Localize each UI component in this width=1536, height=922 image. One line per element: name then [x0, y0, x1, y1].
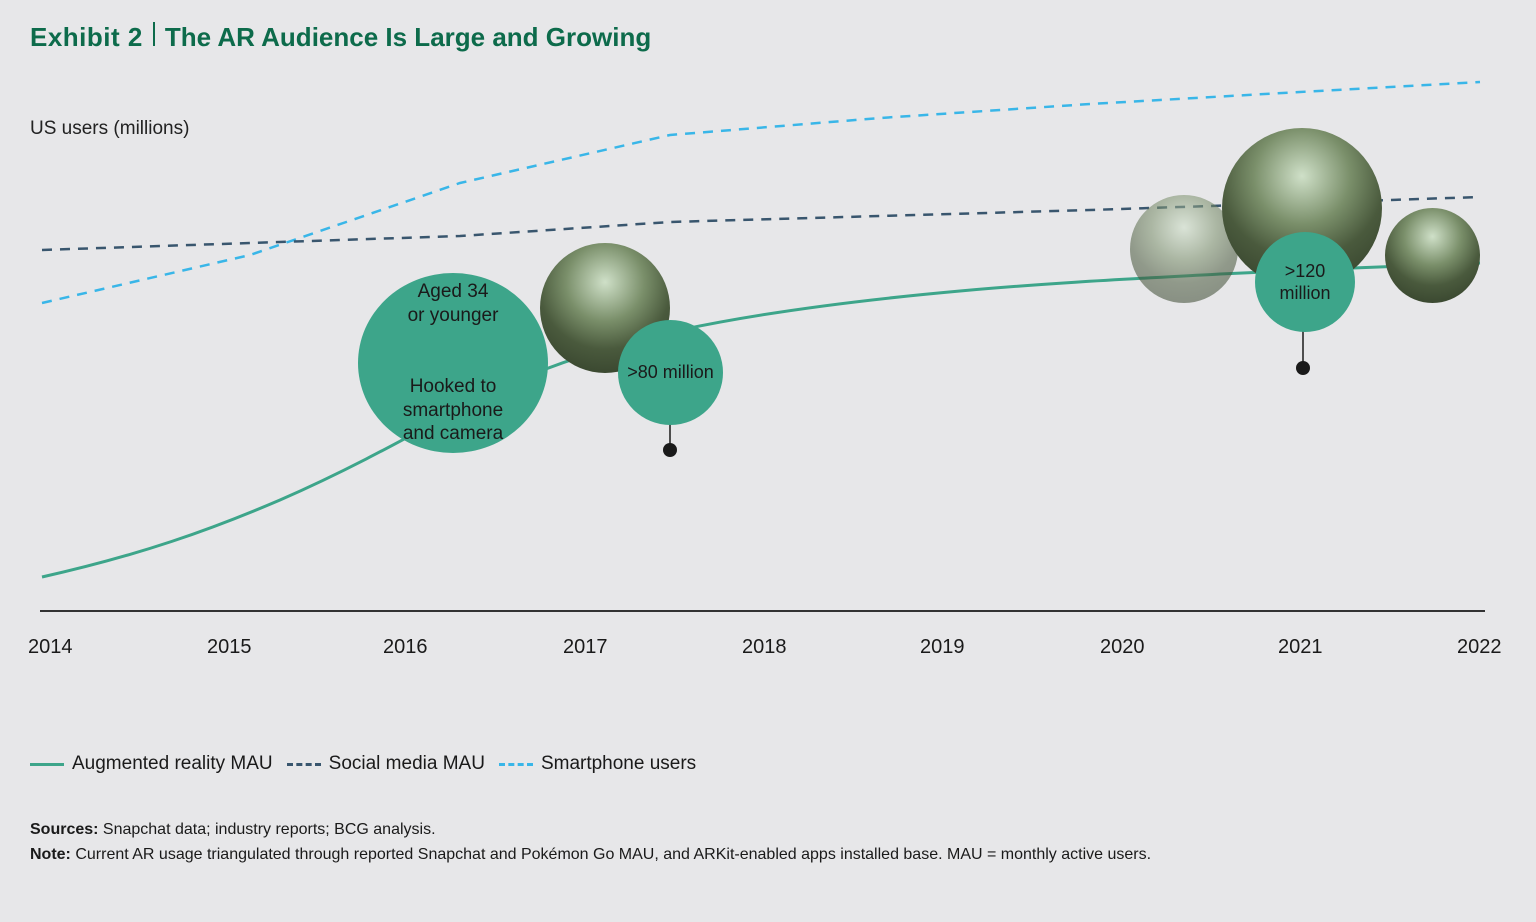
- chart-area: Aged 34 or younger Hooked to smartphone and …: [0, 0, 1536, 922]
- callout-right-value-text: >120 million: [1261, 260, 1349, 305]
- callout-left-description[interactable]: Aged 34 or younger Hooked to smartphone and …: [358, 273, 548, 453]
- legend-swatch-smartphone-users: [499, 763, 533, 766]
- legend-label-smartphone-users: Smartphone users: [541, 753, 696, 775]
- legend-item-ar-mau[interactable]: Augmented reality MAU: [30, 753, 273, 775]
- exhibit-slide: Exhibit 2 The AR Audience Is Large and G…: [0, 0, 1536, 922]
- x-axis-labels: 2014 2015 2016 2017 2018 2019 2020 2021 …: [0, 636, 1536, 666]
- callout-left-description-text: Aged 34 or younger Hooked to smartphone and …: [403, 280, 503, 446]
- x-axis-label-2020: 2020: [1100, 636, 1145, 659]
- x-axis-label-2015: 2015: [207, 636, 252, 659]
- x-axis-label-2016: 2016: [383, 636, 428, 659]
- callout-right-value[interactable]: >120 million: [1255, 232, 1355, 332]
- x-axis-label-2021: 2021: [1278, 636, 1323, 659]
- x-axis-label-2018: 2018: [742, 636, 787, 659]
- footnote-sources-text: Snapchat data; industry reports; BCG ana…: [98, 821, 435, 838]
- callout-dot-120m: [1296, 361, 1310, 375]
- photo-circle-right-grandparents: [1385, 208, 1480, 303]
- x-axis-label-2022: 2022: [1457, 636, 1502, 659]
- chart-legend: Augmented reality MAU Social media MAU S…: [30, 753, 696, 775]
- legend-swatch-social-media-mau: [287, 763, 321, 766]
- legend-item-social-media-mau[interactable]: Social media MAU: [287, 753, 485, 775]
- footnote-sources-label: Sources:: [30, 821, 98, 838]
- footnotes: Sources: Snapchat data; industry reports…: [30, 818, 1510, 868]
- footnote-sources: Sources: Snapchat data; industry reports…: [30, 818, 1510, 843]
- footnote-note-label: Note:: [30, 846, 71, 863]
- callout-left-value-text: >80 million: [627, 361, 714, 384]
- x-axis-label-2019: 2019: [920, 636, 965, 659]
- legend-label-ar-mau: Augmented reality MAU: [72, 753, 273, 775]
- legend-item-smartphone-users[interactable]: Smartphone users: [499, 753, 696, 775]
- legend-swatch-ar-mau: [30, 763, 64, 766]
- legend-label-social-media-mau: Social media MAU: [329, 753, 485, 775]
- x-axis-label-2014: 2014: [28, 636, 73, 659]
- x-axis-label-2017: 2017: [563, 636, 608, 659]
- footnote-note-text: Current AR usage triangulated through re…: [71, 846, 1151, 863]
- callout-left-value[interactable]: >80 million: [618, 320, 723, 425]
- callout-dot-80m: [663, 443, 677, 457]
- footnote-note: Note: Current AR usage triangulated thro…: [30, 843, 1510, 868]
